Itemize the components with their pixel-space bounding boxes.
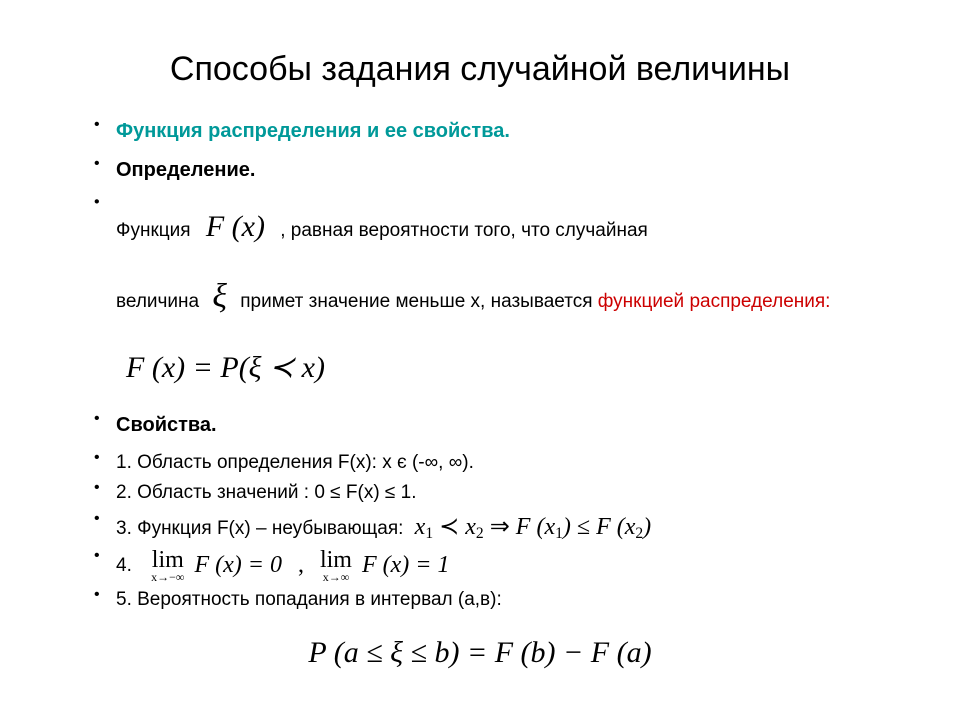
heading-text: Свойства. <box>116 414 217 436</box>
section-heading-1: Функция распределения и ее свойства. <box>94 117 890 146</box>
text: величина <box>116 291 199 312</box>
heading-text: Определение. <box>116 159 255 181</box>
math-xi: ξ <box>212 278 227 315</box>
property-1: 1. Область определения F(x): х є (-∞, ∞)… <box>94 450 890 477</box>
text: примет значение меньше х, называется <box>240 291 592 312</box>
definition-text: Функция F (x) , равная вероятности того,… <box>94 194 890 401</box>
m: x→−∞ <box>151 571 184 583</box>
m: ) <box>643 514 651 540</box>
m: x <box>415 514 426 540</box>
math-fx: F (x) <box>206 210 265 243</box>
m: F (x <box>516 514 555 540</box>
m: 2 <box>476 525 484 542</box>
text: 1. Область определения F(x): х є (-∞, ∞)… <box>116 452 474 473</box>
content-list: Функция распределения и ее свойства. Опр… <box>70 117 890 614</box>
lim-1: lim x→−∞ <box>151 548 184 583</box>
math-limits: lim x→−∞ F (x) = 0 , lim x→∞ F (x) = 1 <box>151 552 449 578</box>
m: lim <box>151 548 184 572</box>
m: 2 <box>635 525 643 542</box>
m: x <box>465 514 476 540</box>
property-2: 2. Область значений : 0 ≤ F(x) ≤ 1. <box>94 480 890 507</box>
final-formula-block: P (a ≤ ξ ≤ b) = F (b) − F (a) <box>70 636 890 670</box>
property-5: 5. Вероятность попадания в интервал (а,в… <box>94 587 890 614</box>
m: ⇒ <box>484 514 516 540</box>
page-title: Способы задания случайной величины <box>70 50 890 89</box>
m: 1 <box>425 525 433 542</box>
m: F (x) = 0 <box>194 552 282 578</box>
text: 4. <box>116 556 132 577</box>
text: 3. Функция F(x) – неубывающая: <box>116 518 403 539</box>
property-3: 3. Функция F(x) – неубывающая: x1 ≺ x2 ⇒… <box>94 511 890 545</box>
section-heading-2: Определение. <box>94 156 890 185</box>
property-4: 4. lim x→−∞ F (x) = 0 , lim x→∞ F (x) = … <box>94 548 890 583</box>
m: x→∞ <box>320 571 352 583</box>
section-heading-3: Свойства. <box>94 411 890 440</box>
m: 1 <box>555 525 563 542</box>
m: , <box>298 552 304 578</box>
heading-text: Функция распределения и ее свойства. <box>116 120 510 142</box>
text: Функция <box>116 220 191 241</box>
m: F (x) = 1 <box>362 552 450 578</box>
math-monotone: x1 ≺ x2 ⇒ F (x1) ≤ F (x2) <box>415 514 652 540</box>
slide: { "title": "Способы задания случайной ве… <box>0 0 960 720</box>
m: ≺ <box>433 514 465 540</box>
text: 2. Область значений : 0 ≤ F(x) ≤ 1. <box>116 482 416 503</box>
math-def-formula: F (x) = P(ξ ≺ x) <box>126 351 325 384</box>
text-red: функцией распределения: <box>598 291 831 312</box>
lim-2: lim x→∞ <box>320 548 352 583</box>
text: , равная вероятности того, что случайная <box>280 220 648 241</box>
m: lim <box>320 548 352 572</box>
text: 5. Вероятность попадания в интервал (а,в… <box>116 589 502 610</box>
math-interval-prob: P (a ≤ ξ ≤ b) = F (b) − F (a) <box>308 636 651 669</box>
m: ) ≤ F (x <box>563 514 635 540</box>
